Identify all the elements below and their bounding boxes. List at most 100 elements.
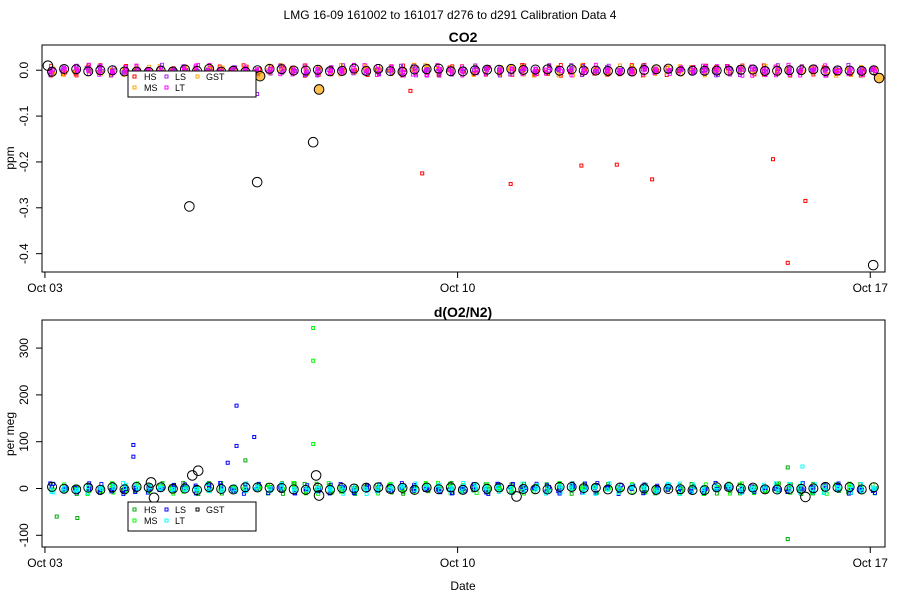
co2-gst-point <box>868 65 879 76</box>
co2-panel-title: CO2 <box>449 29 478 45</box>
co2-legend-lt: LT <box>175 83 185 93</box>
o2n2-point-ls2 <box>145 490 150 495</box>
o2n2-outlier-point <box>225 460 230 465</box>
o2n2-legend-lt-marker <box>164 518 169 523</box>
co2-point-lt <box>605 68 610 73</box>
o2n2-gst-point <box>602 484 613 495</box>
o2n2-x-tick-label: Oct 10 <box>440 556 476 570</box>
co2-y-axis-label: ppm <box>3 146 17 169</box>
o2n2-point-lt2 <box>496 487 501 492</box>
o2n2-legend-gst: GST <box>206 505 225 515</box>
o2n2-point-lt2 <box>169 487 174 492</box>
co2-gst-point <box>542 64 553 75</box>
o2n2-gst-point <box>47 481 58 492</box>
o2n2-gst-point <box>820 481 831 492</box>
o2n2-gst-point <box>433 484 444 495</box>
o2n2-point-lt2 <box>400 484 405 489</box>
co2-gst-point <box>711 65 722 76</box>
o2n2-point-ls2 <box>858 489 863 494</box>
o2n2-point-lt2 <box>460 485 465 490</box>
o2n2-point-lt2 <box>677 485 682 490</box>
o2n2-point-lt2 <box>534 486 539 490</box>
co2-point-lt <box>860 67 865 72</box>
o2n2-x-tick-label: Oct 03 <box>27 556 63 570</box>
co2-gst-point <box>494 64 505 75</box>
co2-gst-point <box>530 64 541 75</box>
co2-gst-point <box>651 64 662 75</box>
co2-gst-point <box>578 65 589 76</box>
o2n2-gst-point <box>747 482 758 493</box>
co2-gst-point <box>59 63 70 74</box>
o2n2-gst-point <box>300 484 311 495</box>
o2n2-gst-marker <box>511 491 522 502</box>
co2-gst-marker <box>42 60 54 71</box>
o2n2-gst-point <box>494 482 505 493</box>
o2n2-point-lt2 <box>111 483 116 488</box>
co2-x-tick-label: Oct 03 <box>27 281 63 295</box>
o2n2-point-ls2 <box>133 490 138 494</box>
co2-point-lt <box>715 68 720 73</box>
co2-point-lt <box>676 70 681 75</box>
co2-point-lt <box>181 66 186 71</box>
o2n2-outlier-point <box>800 464 805 469</box>
o2n2-point-lt2 <box>194 486 198 491</box>
co2-point-lt <box>581 70 585 75</box>
o2n2-point-lt2 <box>99 487 104 492</box>
co2-gst-point <box>820 66 831 77</box>
co2-point-lt <box>643 66 648 71</box>
co2-gst-point <box>675 66 686 77</box>
o2n2-gst-point <box>469 481 480 492</box>
o2n2-gst-point <box>482 483 493 494</box>
co2-point-lt <box>447 67 452 72</box>
co2-point-lt <box>629 67 634 72</box>
co2-gst-point <box>639 64 650 75</box>
co2-y-tick-label: 0.0 <box>17 62 31 79</box>
co2-y-tick-label: -0.3 <box>17 197 31 218</box>
co2-point-lt <box>134 64 139 69</box>
co2-point-lt <box>352 62 357 67</box>
o2n2-point-lt2 <box>268 489 273 494</box>
o2n2-legend-ls-marker <box>164 507 169 512</box>
co2-point-lt <box>764 68 769 73</box>
o2n2-gst-point <box>288 484 299 495</box>
o2n2-gst-point <box>397 482 408 493</box>
co2-point-lt <box>546 68 551 73</box>
o2n2-gst-point <box>530 484 541 495</box>
co2-gst-marker <box>184 201 195 212</box>
o2n2-gst-marker <box>192 465 204 477</box>
co2-point-lt <box>848 69 852 74</box>
co2-gst-point <box>433 63 444 74</box>
o2n2-outlier-point <box>131 454 136 459</box>
o2n2-gst-point <box>445 482 456 493</box>
o2n2-gst-point <box>663 484 674 495</box>
co2-point-lt <box>474 67 479 72</box>
co2-gst-point <box>784 65 795 76</box>
co2-outlier-point <box>579 163 584 168</box>
o2n2-panel: d(O2/N2) per meg Oct 03 Oct 10 Oct 17 300 2… <box>3 304 888 570</box>
o2n2-point-lt2 <box>196 489 201 494</box>
o2n2-point-lt2 <box>327 488 332 493</box>
o2n2-outlier-point <box>75 515 80 520</box>
co2-point-lt <box>618 70 622 75</box>
co2-gst-point <box>602 65 613 76</box>
o2n2-point-lt2 <box>664 485 669 490</box>
co2-point-lt <box>243 66 248 71</box>
o2n2-point-lt2 <box>253 487 258 492</box>
co2-point-lt <box>568 68 572 73</box>
o2n2-outlier-point <box>311 442 316 447</box>
o2n2-point-hs2 <box>569 491 574 496</box>
o2n2-gst-point <box>252 482 263 493</box>
o2n2-point-lt2 <box>158 486 163 491</box>
o2n2-gst-point <box>143 482 154 493</box>
co2-point-lt <box>278 72 283 77</box>
co2-gst-point <box>856 65 867 76</box>
o2n2-gst-point <box>421 482 432 493</box>
co2-gst-marker <box>307 136 319 148</box>
o2n2-point-lt2 <box>701 487 706 492</box>
o2n2-gst-point <box>167 483 178 494</box>
co2-gst-point <box>615 65 626 76</box>
o2n2-point-lt2 <box>822 485 827 489</box>
o2n2-point-ms2 <box>171 491 176 496</box>
co2-gst-point <box>107 65 118 76</box>
